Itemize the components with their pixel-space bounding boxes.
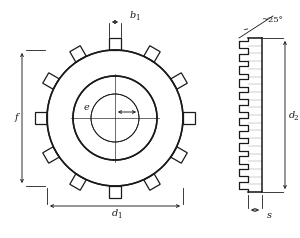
Circle shape	[47, 50, 183, 186]
Text: f: f	[14, 114, 18, 123]
Text: 1: 1	[135, 15, 139, 23]
Text: 1: 1	[117, 212, 121, 219]
Text: 2: 2	[294, 114, 298, 122]
Text: e: e	[83, 103, 89, 111]
Text: d: d	[112, 208, 118, 218]
Text: b: b	[130, 11, 136, 20]
Text: s: s	[266, 212, 272, 220]
Text: d: d	[289, 110, 295, 119]
Text: ~25°: ~25°	[261, 16, 283, 24]
